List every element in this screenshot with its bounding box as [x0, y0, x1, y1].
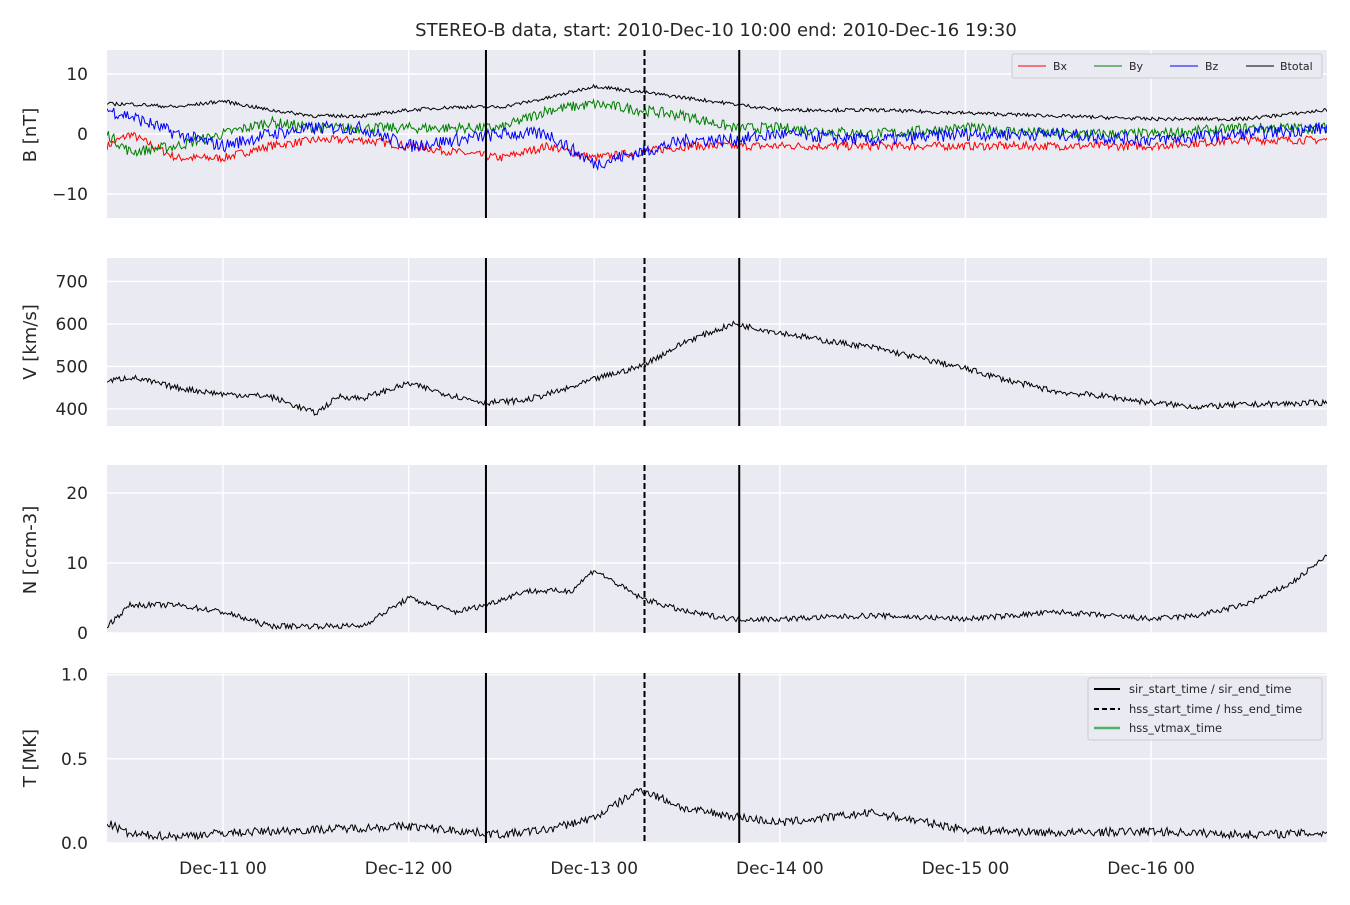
legend-box	[1011, 53, 1323, 79]
ytick-label-density: 0	[77, 624, 88, 644]
ytick-label-mag: 0	[77, 125, 88, 145]
ylabel-mag: B [nT]	[20, 108, 41, 163]
legend-label-by: By	[1129, 60, 1144, 73]
legend-events: sir_start_time / sir_end_time hss_start_…	[1087, 677, 1323, 741]
legend-label-btotal: Btotal	[1280, 60, 1313, 73]
ytick-label-temperature: 0.0	[61, 834, 88, 854]
panel-density: N [ccm-3] 0 10 20	[20, 465, 1327, 644]
ytick-label-speed: 400	[56, 400, 88, 420]
xtick-label: Dec-16 00	[1107, 859, 1195, 879]
xtick-label: Dec-12 00	[365, 859, 453, 879]
ytick-label-speed: 500	[56, 357, 88, 377]
plot-area-speed	[107, 258, 1327, 426]
panel-speed: V [km/s] 400 500 600 700	[20, 258, 1327, 426]
ytick-label-density: 10	[66, 554, 88, 574]
series-line-temperature	[107, 787, 1327, 842]
ytick-label-speed: 700	[56, 272, 88, 292]
ylabel-density: N [ccm-3]	[20, 506, 41, 595]
legend-box	[1087, 677, 1323, 741]
ytick-label-speed: 600	[56, 315, 88, 335]
figure-title: STEREO-B data, start: 2010-Dec-10 10:00 …	[415, 20, 1017, 41]
series-line-speed	[107, 320, 1327, 416]
legend-label-hss: hss_start_time / hss_end_time	[1129, 702, 1302, 716]
xtick-label: Dec-15 00	[922, 859, 1010, 879]
series-line-mag-btotal	[107, 83, 1327, 122]
legend-label-vtmax: hss_vtmax_time	[1129, 721, 1222, 735]
ytick-label-mag: 10	[66, 65, 88, 85]
ytick-label-mag: −10	[52, 185, 88, 205]
legend-label-sir: sir_start_time / sir_end_time	[1129, 682, 1291, 696]
ylabel-temperature: T [MK]	[20, 729, 41, 788]
ytick-label-temperature: 1.0	[61, 666, 88, 686]
series-line-mag-bx	[107, 131, 1327, 164]
ytick-label-temperature: 0.5	[61, 750, 88, 770]
legend-label-bx: Bx	[1053, 60, 1068, 73]
series-line-density	[107, 554, 1327, 631]
xtick-label: Dec-14 00	[736, 859, 824, 879]
legend-label-bz: Bz	[1205, 60, 1219, 73]
legend-magnetic-field: Bx By Bz Btotal	[1011, 53, 1323, 79]
ylabel-speed: V [km/s]	[20, 304, 41, 379]
xtick-label: Dec-11 00	[179, 859, 267, 879]
series-line-mag-bz	[107, 107, 1327, 172]
plot-area-density	[107, 465, 1327, 633]
xtick-label: Dec-13 00	[550, 859, 638, 879]
ytick-label-density: 20	[66, 484, 88, 504]
